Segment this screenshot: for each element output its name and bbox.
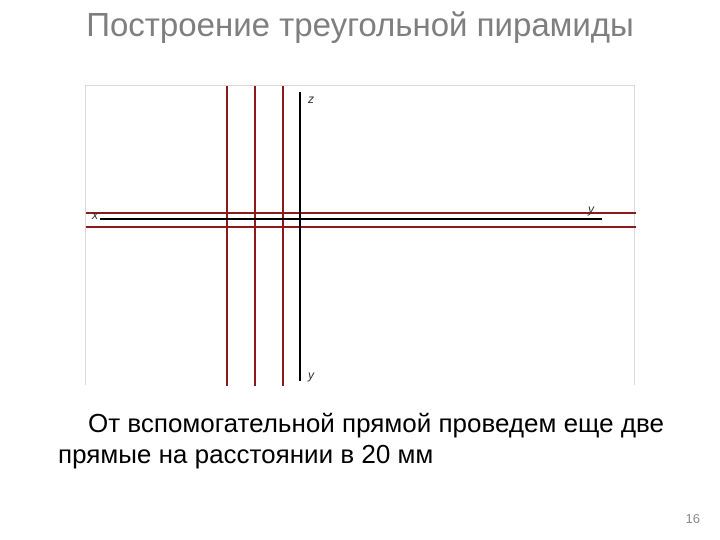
z-axis-label: z (308, 92, 314, 106)
diagram-canvas: z x y y (85, 85, 635, 385)
y-axis-label-bottom: y (308, 368, 314, 382)
aux-vertical-line-3 (282, 86, 284, 386)
slide-title: Построение треугольной пирамиды (0, 6, 720, 44)
aux-vertical-line-2 (254, 86, 256, 386)
caption-text: От вспомогательной прямой проведем еще д… (58, 408, 668, 470)
y-axis-label-right: y (588, 202, 594, 216)
page-number: 16 (686, 511, 700, 526)
x-axis-label: x (92, 208, 98, 222)
aux-vertical-line-1 (226, 86, 228, 386)
aux-horizontal-line-1 (86, 212, 636, 214)
aux-horizontal-line-2 (86, 226, 636, 228)
z-axis-line (299, 92, 301, 381)
slide: Построение треугольной пирамиды z x y y … (0, 0, 720, 540)
xy-axis-line (100, 218, 602, 220)
diagram: z x y y (86, 86, 634, 385)
